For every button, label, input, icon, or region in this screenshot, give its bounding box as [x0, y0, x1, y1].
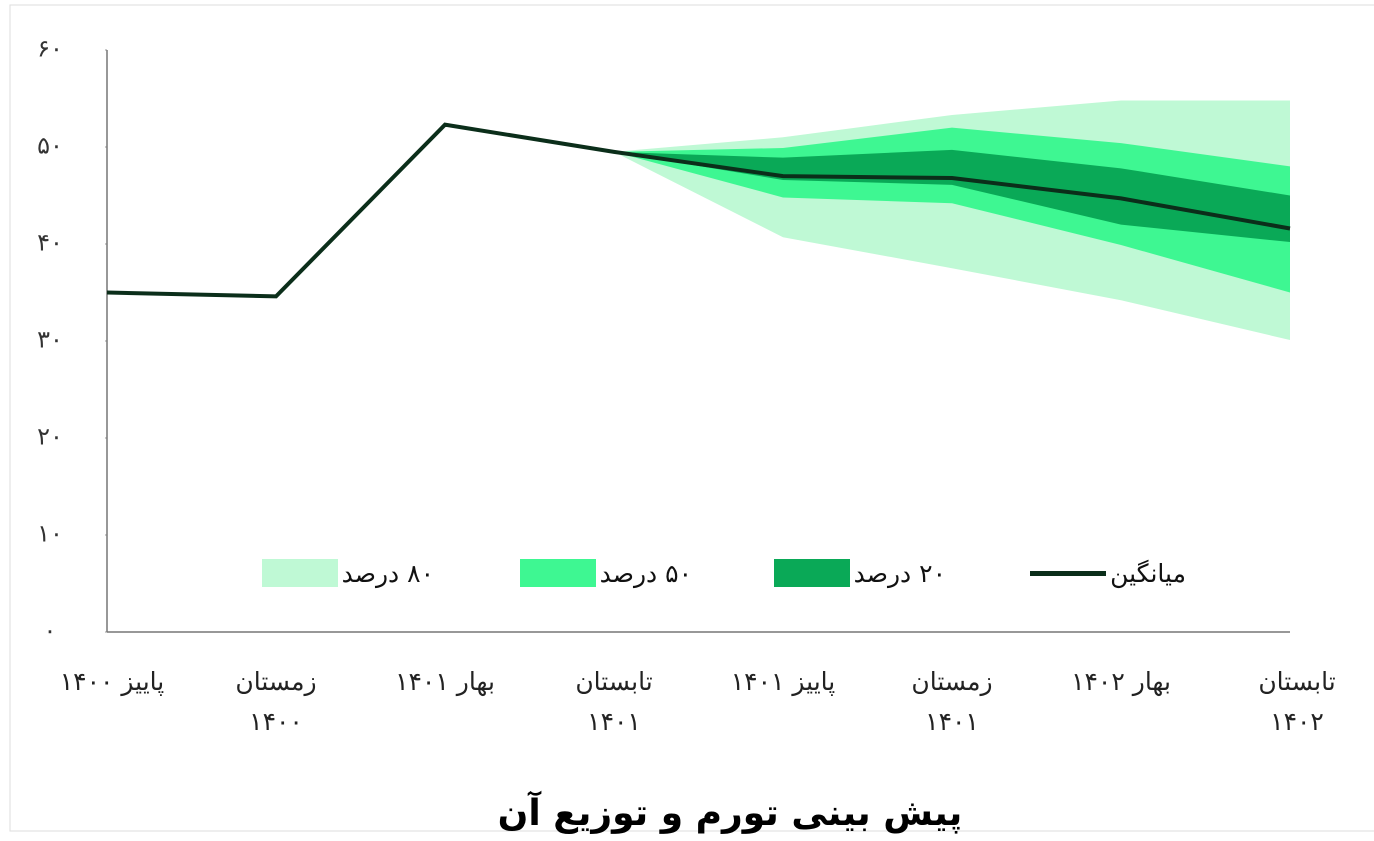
x-tick-label: بهار ۱۴۰۲	[1071, 667, 1171, 696]
frame	[9, 4, 1374, 832]
legend-label: میانگین	[1110, 558, 1186, 588]
x-tick-label: تابستان ۱۴۰۲	[1258, 667, 1336, 736]
x-tick-label: بهار ۱۴۰۱	[395, 667, 495, 696]
legend-item: ۵۰ درصد	[519, 553, 692, 593]
y-tick-label: ۲۰	[37, 423, 63, 451]
legend-label: ۲۰ درصد	[853, 558, 946, 588]
chart-title: پیش بینی تورم و توزیع آن	[498, 790, 963, 834]
legend-item: ۲۰ درصد	[773, 553, 946, 593]
legend-swatch	[773, 559, 850, 587]
fan-band	[614, 149, 1290, 243]
legend-item: ۸۰ درصد	[261, 553, 434, 593]
x-tick-label: تابستان ۱۴۰۱	[575, 667, 653, 736]
y-tick-label: ۰	[44, 617, 57, 645]
legend-swatch	[519, 559, 596, 587]
x-tick-label: پاییز ۱۴۰۱	[730, 667, 836, 696]
legend-swatch	[261, 559, 338, 587]
y-tick-label: ۵۰	[37, 132, 63, 160]
legend-label: ۵۰ درصد	[599, 558, 692, 588]
y-tick-label: ۳۰	[37, 326, 63, 354]
x-tick-label: پاییز ۱۴۰۰	[59, 667, 165, 696]
legend-swatch	[1030, 570, 1107, 576]
y-tick-label: ۱۰	[37, 520, 63, 548]
legend-item: میانگین	[1030, 553, 1186, 593]
mean-line	[106, 122, 1291, 299]
y-tick-label: ۴۰	[37, 229, 63, 257]
legend-label: ۸۰ درصد	[341, 558, 434, 588]
x-tick-label: زمستان ۱۴۰۰	[235, 667, 317, 736]
x-tick-label: زمستان ۱۴۰۱	[911, 667, 993, 736]
y-tick-label: ۶۰	[37, 35, 63, 63]
